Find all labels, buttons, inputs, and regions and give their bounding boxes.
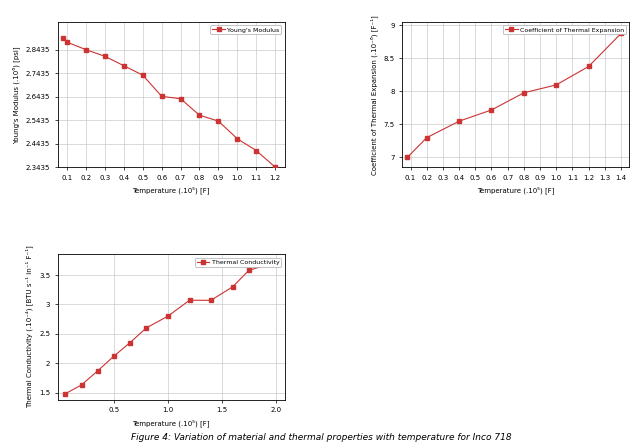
X-axis label: Temperature (.10⁵) [F]: Temperature (.10⁵) [F] — [477, 186, 555, 194]
Legend: Coefficient of Thermal Expansion: Coefficient of Thermal Expansion — [503, 25, 626, 35]
Y-axis label: Coefficient of Thermal Expansion (.10⁻⁶) [F⁻¹]: Coefficient of Thermal Expansion (.10⁻⁶)… — [370, 15, 378, 174]
Text: Figure 4: Variation of material and thermal properties with temperature for Inco: Figure 4: Variation of material and ther… — [131, 433, 511, 442]
Y-axis label: Young's Modulus (.10⁶) [psi]: Young's Modulus (.10⁶) [psi] — [12, 46, 20, 143]
X-axis label: Temperature (.10⁵) [F]: Temperature (.10⁵) [F] — [132, 186, 210, 194]
Legend: Young's Modulus: Young's Modulus — [211, 25, 281, 35]
Y-axis label: Thermal Conductivity (.10⁻⁴) [BTU s⁻¹ in⁻¹ F⁻¹]: Thermal Conductivity (.10⁻⁴) [BTU s⁻¹ in… — [26, 246, 33, 408]
Legend: Thermal Conductivity: Thermal Conductivity — [195, 258, 281, 267]
X-axis label: Temperature (.10⁵) [F]: Temperature (.10⁵) [F] — [132, 419, 210, 427]
